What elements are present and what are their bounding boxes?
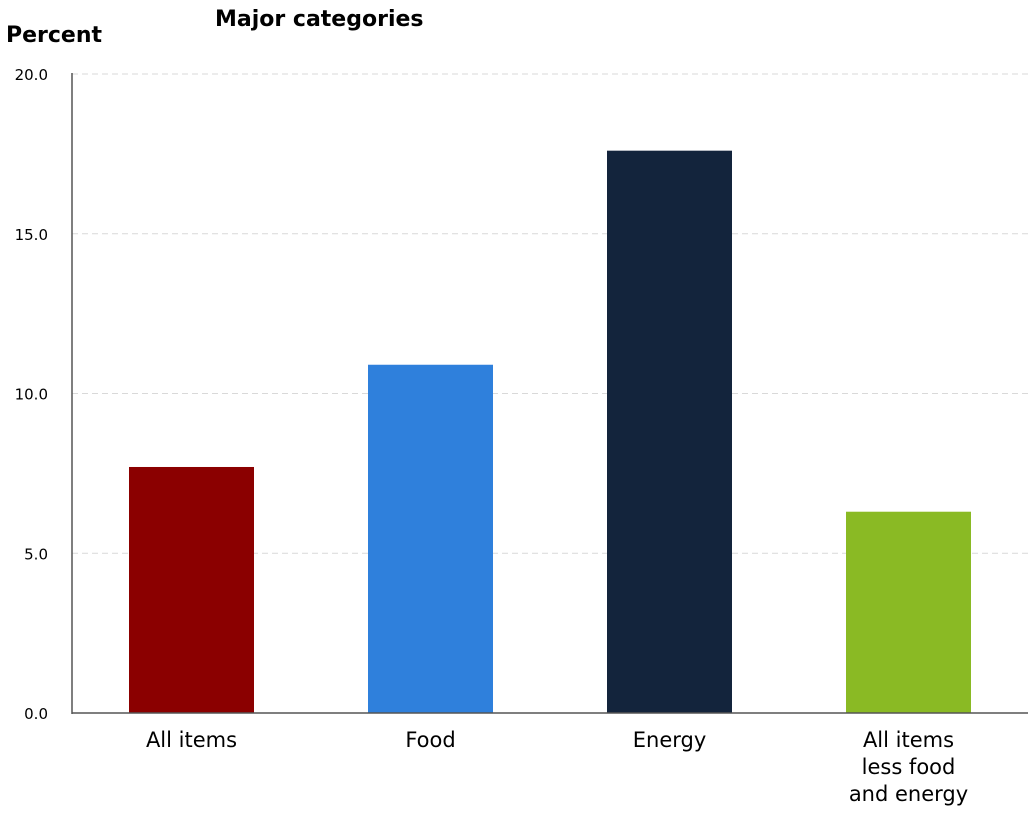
- x-tick-label: All items: [146, 728, 237, 752]
- chart-title: Major categories: [215, 7, 424, 32]
- y-tick-label: 0.0: [24, 705, 48, 723]
- y-tick-label: 20.0: [15, 66, 48, 84]
- x-tick-label: All items: [863, 728, 954, 752]
- x-tick-label: and energy: [849, 782, 968, 806]
- y-tick-label: 15.0: [15, 226, 48, 244]
- y-tick-label: 5.0: [24, 545, 48, 563]
- y-tick-label: 10.0: [15, 386, 48, 404]
- bar: [129, 466, 254, 713]
- x-tick-label: Energy: [633, 728, 707, 752]
- bars: [129, 150, 971, 713]
- x-tick-label: Food: [405, 728, 455, 752]
- bar: [607, 150, 732, 713]
- bar: [846, 511, 971, 713]
- y-tick-labels: 0.0 5.0 10.0 15.0 20.0: [15, 66, 48, 723]
- x-tick-label: less food: [862, 755, 956, 779]
- y-axis-label: Percent: [6, 23, 103, 48]
- x-tick-labels: All items Food Energy All items less food and…: [146, 728, 968, 806]
- bar: [368, 364, 493, 713]
